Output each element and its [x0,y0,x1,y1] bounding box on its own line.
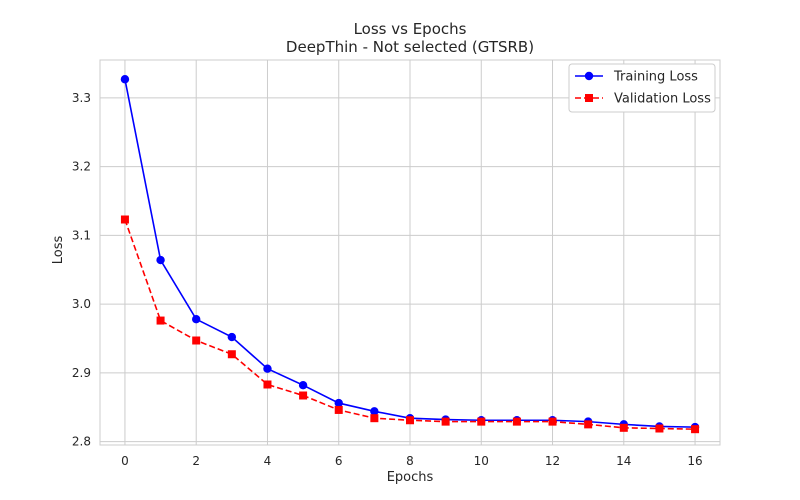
x-tick-label: 8 [406,454,414,468]
data-point [655,424,664,433]
data-point [406,416,414,425]
data-point [227,332,237,342]
y-axis-ticks: 2.8 2.9 3.0 3.1 3.2 3.3 [72,91,91,449]
series-layer [120,75,700,434]
y-axis-label: Loss [51,236,66,265]
x-tick-label: 12 [545,454,560,468]
legend-label: Validation Loss [614,92,711,107]
legend-item: Validation Loss [575,92,711,107]
data-point [370,414,379,423]
data-point [441,417,450,426]
y-tick-label: 2.8 [72,435,91,449]
x-tick-label: 6 [335,454,343,468]
data-point [227,350,236,359]
data-point [156,255,165,265]
legend-item: Training Loss [575,70,698,85]
x-axis-ticks: 0 2 4 6 8 10 12 14 16 [121,454,703,468]
data-point [477,417,486,426]
data-point [691,425,700,434]
legend-marker [584,71,594,81]
y-tick-label: 3.0 [72,297,91,311]
legend: Training Loss Validation Loss [568,63,716,113]
data-point [263,380,272,389]
x-tick-label: 0 [121,454,129,468]
y-tick-label: 3.2 [72,160,91,174]
data-point [619,423,628,432]
grid-lines [100,60,720,445]
data-point [512,417,521,426]
data-point [548,417,557,426]
data-point [156,316,165,325]
y-tick-label: 3.1 [72,228,91,242]
data-point [192,314,201,324]
legend-marker [585,94,593,102]
x-tick-label: 16 [687,454,702,468]
x-tick-label: 4 [264,454,272,468]
legend-frame [568,63,716,113]
data-point [298,380,308,390]
x-tick-label: 10 [474,454,489,468]
data-point [120,215,129,224]
data-point [192,336,201,345]
y-tick-label: 2.9 [72,366,91,380]
data-point [370,407,379,416]
data-point [120,75,130,84]
data-point [334,398,343,408]
plot-area [99,59,721,446]
chart-subtitle: DeepThin - Not selected (GTSRB) [286,38,534,56]
data-point [263,364,272,373]
data-point [334,405,343,414]
legend-label: Training Loss [613,70,698,85]
data-point [584,420,593,429]
x-tick-label: 2 [192,454,200,468]
series-1 [120,215,700,434]
x-axis-label: Epochs [387,470,434,485]
y-tick-label: 3.3 [72,91,91,105]
chart-title: Loss vs Epochs [354,20,467,38]
data-point [299,391,308,400]
x-tick-label: 14 [616,454,631,468]
